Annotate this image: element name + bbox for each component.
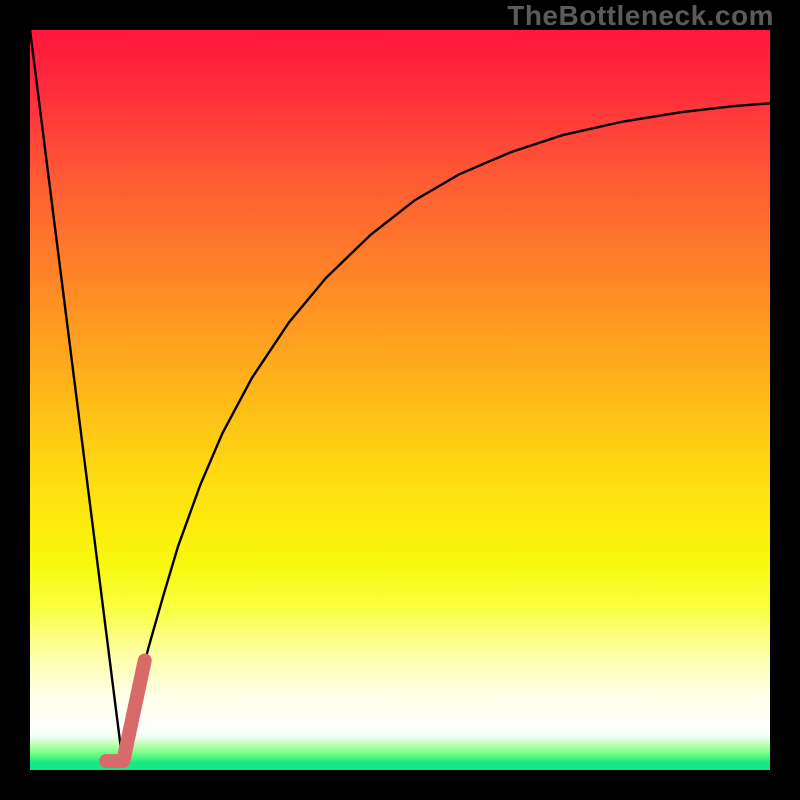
watermark-text: TheBottleneck.com <box>507 0 774 32</box>
chart-svg <box>0 0 800 800</box>
chart-frame: TheBottleneck.com <box>0 0 800 800</box>
